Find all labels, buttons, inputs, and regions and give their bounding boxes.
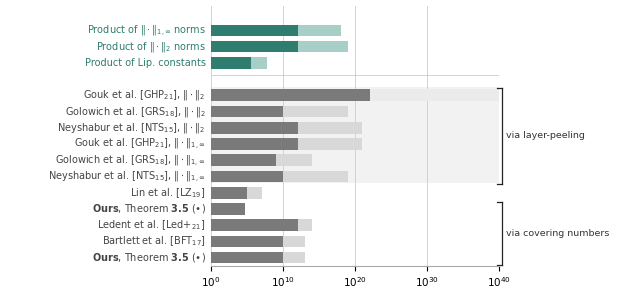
- Bar: [211, 57, 267, 69]
- Bar: [211, 24, 341, 36]
- Text: Neyshabur et al. [NTS$_{15}$], $\|\cdot\|_{1,\infty}$: Neyshabur et al. [NTS$_{15}$], $\|\cdot\…: [48, 169, 205, 184]
- Text: Product of Lip. constants: Product of Lip. constants: [84, 58, 205, 68]
- Bar: [211, 138, 298, 150]
- Bar: [211, 236, 284, 247]
- Bar: [211, 122, 298, 133]
- Bar: [211, 236, 305, 247]
- Bar: [211, 122, 362, 133]
- Bar: [211, 138, 362, 150]
- Text: via covering numbers: via covering numbers: [506, 229, 609, 238]
- Text: Golowich et al. [GRS$_{18}$], $\|\cdot\|_{1,\infty}$: Golowich et al. [GRS$_{18}$], $\|\cdot\|…: [55, 153, 205, 168]
- Bar: [211, 219, 298, 231]
- Text: Gouk et al. [GHP$_{21}$], $\|\cdot\|_{1,\infty}$: Gouk et al. [GHP$_{21}$], $\|\cdot\|_{1,…: [74, 137, 205, 151]
- Bar: [211, 24, 298, 36]
- Bar: [211, 154, 312, 166]
- Bar: [211, 171, 348, 182]
- Text: Neyshabur et al. [NTS$_{15}$], $\|\cdot\|_{2}$: Neyshabur et al. [NTS$_{15}$], $\|\cdot\…: [58, 121, 205, 135]
- Bar: [211, 171, 284, 182]
- Text: Lin et al. [LZ$_{19}$]: Lin et al. [LZ$_{19}$]: [131, 186, 205, 200]
- Bar: [211, 57, 251, 69]
- Text: via layer-peeling: via layer-peeling: [506, 131, 584, 140]
- Bar: [211, 187, 247, 198]
- Bar: [211, 252, 305, 263]
- Text: Bartlett et al. [BFT$_{17}$]: Bartlett et al. [BFT$_{17}$]: [102, 235, 205, 248]
- Bar: [211, 41, 348, 53]
- Bar: [211, 87, 499, 183]
- Bar: [211, 252, 284, 263]
- Text: Product of $\|\cdot\|_{2}$ norms: Product of $\|\cdot\|_{2}$ norms: [96, 40, 205, 54]
- Text: $\bf{Ours}$, Theorem $\bf{3.5}$ ($\bullet$): $\bf{Ours}$, Theorem $\bf{3.5}$ ($\bulle…: [92, 202, 205, 215]
- Text: Gouk et al. [GHP$_{21}$], $\|\cdot\|_{2}$: Gouk et al. [GHP$_{21}$], $\|\cdot\|_{2}…: [83, 88, 205, 102]
- Text: $\bf{Ours}$, Theorem $\bf{3.5}$ ($\bullet$): $\bf{Ours}$, Theorem $\bf{3.5}$ ($\bulle…: [92, 251, 205, 264]
- Text: Ledent et al. [Led+$_{21}$]: Ledent et al. [Led+$_{21}$]: [97, 218, 205, 232]
- Bar: [211, 154, 276, 166]
- Text: Product of $\|\cdot\|_{1,\infty}$ norms: Product of $\|\cdot\|_{1,\infty}$ norms: [86, 23, 205, 38]
- Bar: [211, 89, 499, 101]
- Bar: [211, 89, 370, 101]
- Bar: [211, 106, 348, 117]
- Bar: [211, 187, 262, 198]
- Bar: [211, 203, 245, 215]
- Text: Golowich et al. [GRS$_{18}$], $\|\cdot\|_{2}$: Golowich et al. [GRS$_{18}$], $\|\cdot\|…: [65, 104, 205, 119]
- Bar: [211, 41, 298, 53]
- Bar: [211, 106, 284, 117]
- Bar: [211, 219, 312, 231]
